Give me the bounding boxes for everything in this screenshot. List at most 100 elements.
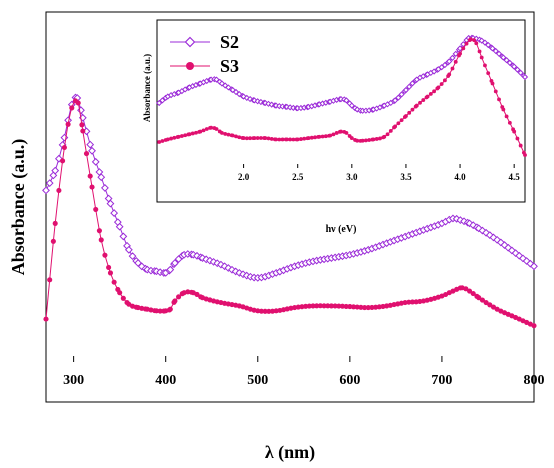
legend-item-s2: S2 [170,32,239,52]
main-s3-point-70 [266,308,272,314]
main-s3-point-17 [96,228,102,234]
inset-s3-point-59 [317,134,322,139]
inset-s2-point-108 [449,54,456,61]
inset-s3-point-97 [421,98,426,102]
inset-s3-point-135 [523,153,527,157]
inset-s3-point-52 [299,137,303,142]
inset-s3-point-13 [194,130,198,135]
main-s2-point-63 [239,270,247,279]
main-s3-point-88 [332,303,338,309]
inset-s3-point-118 [477,49,482,54]
inset-s2-point-107 [446,58,453,65]
main-s2-point-123 [460,217,468,226]
main-s3-point-131 [487,302,493,308]
main-s3-point-36 [153,308,160,314]
main-s3-point-86 [325,303,331,309]
main-s2-point-0 [42,186,50,195]
main-s3-point-130 [483,299,489,306]
inset-s2-point-92 [406,83,413,90]
main-s3-point-22 [111,279,117,285]
inset-s3-point-29 [237,135,242,140]
main-s3-point-0 [43,316,49,322]
main-s2-point-24 [115,222,124,231]
main-x-tick-label-800: 800 [524,373,545,388]
inset-s2-point-127 [500,54,507,61]
inset-s3-point-44 [277,137,282,142]
main-s3-point-1 [47,277,53,283]
main-s3-point-125 [466,288,473,294]
inset-s3-point-101 [432,89,437,94]
inset-s3-point-39 [263,136,268,141]
main-s3-point-126 [470,291,476,297]
main-x-ticks: 300 400 500 600 700 800 [63,356,545,388]
main-s3-point-143 [531,323,537,329]
inset-s2-point-105 [441,61,449,69]
inset-s3-point-131 [512,129,517,134]
inset-s2-point-36 [254,98,261,105]
main-s3-point-109 [409,299,416,305]
main-s3-point-20 [106,264,112,271]
inset-s3-point-95 [414,103,419,108]
main-s3-point-94 [354,304,360,310]
inset-s2-point-119 [478,37,485,44]
main-s2-point-21 [106,199,115,208]
inset-s3-point-5 [172,135,177,140]
inset-x-axis-label: hν (eV) [326,224,357,235]
inset-s2-point-35 [251,97,258,104]
main-s3-point-6 [61,144,67,151]
main-s2-point-18 [97,173,106,182]
main-s3-point-92 [347,304,353,310]
main-s3-point-80 [303,303,309,309]
inset-series-group [156,34,529,157]
inset-s3-point-65 [334,131,339,135]
main-s3-point-7 [65,121,71,127]
main-s2-point-130 [482,228,491,237]
main-s3-point-108 [406,299,412,305]
inset-s3-point-84 [385,132,390,137]
inset-s2-point-131 [511,63,518,70]
main-s2-point-16 [91,157,100,166]
inset-s2-point-1 [159,97,166,104]
main-s3-point-21 [107,270,114,276]
inset-s3-point-12 [190,131,195,136]
inset-s3-point-117 [474,41,479,46]
inset-s2-point-91 [402,86,410,94]
inset-s3-point-67 [339,129,343,134]
main-s2-point-133 [493,235,502,244]
main-s2-point-41 [166,265,175,274]
inset-s3-point-63 [328,133,333,138]
inset-s2-point-128 [503,57,510,64]
inset-s3-point-15 [198,129,203,134]
main-series-group [42,93,538,329]
main-s2-point-15 [88,146,96,155]
main-s3-point-78 [295,304,301,310]
inset-s3-point-64 [331,132,336,137]
inset-s3-point-57 [313,135,317,140]
inset-s3-point-108 [450,66,455,71]
main-s3-point-19 [102,252,108,258]
inset-s3-point-43 [274,137,278,142]
main-x-tick-label-600: 600 [339,373,360,388]
main-s3-point-81 [306,303,312,309]
main-s3-point-69 [262,308,268,314]
inset-s3-point-85 [388,129,393,133]
main-s3-point-90 [339,303,346,309]
main-s3-point-44 [176,294,182,300]
inset-s3-point-11 [187,132,192,137]
main-s3-point-129 [479,297,485,303]
inset-s3-point-100 [428,91,433,96]
main-s3-point-124 [463,286,469,292]
inset-s3-point-133 [518,143,523,148]
inset-s3-point-129 [507,120,512,125]
inset-s3-point-92 [407,110,412,115]
inset-s3-point-40 [266,136,271,141]
inset-s2-point-87 [392,97,399,104]
inset-s3-point-17 [204,127,209,131]
main-s2-point-3 [51,166,60,175]
inset-s2-point-109 [452,50,459,57]
inset-s3-point-83 [382,134,387,139]
inset-x-tick-label-3-0: 3.0 [346,172,358,182]
main-s3-point-87 [328,303,334,309]
inset-s3-point-60 [320,134,325,139]
